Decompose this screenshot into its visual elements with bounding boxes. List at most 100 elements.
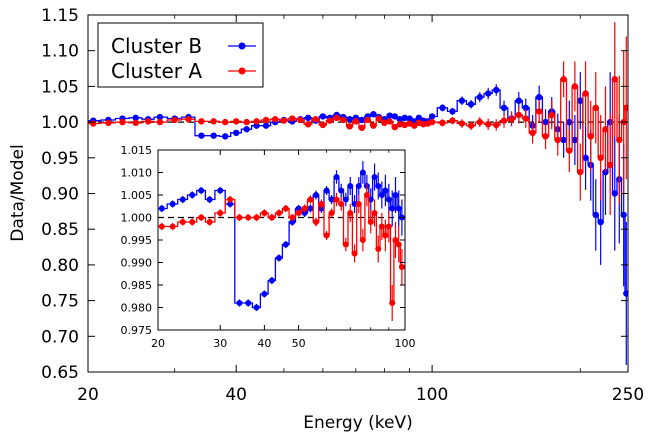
main-ytick-label: 0.80 (41, 256, 79, 276)
main-data-point (582, 154, 589, 161)
inset-data-point (313, 219, 320, 225)
main-data-point (304, 114, 312, 122)
inset-data-point (253, 304, 260, 311)
inset-data-point (227, 196, 234, 203)
inset-data-point (398, 264, 405, 270)
main-data-point (319, 113, 327, 120)
inset-data-point (268, 214, 275, 221)
main-data-point (198, 118, 205, 125)
main-data-point (386, 112, 393, 119)
main-data-point (333, 114, 340, 122)
main-data-point (358, 124, 366, 132)
main-data-point (449, 108, 456, 115)
inset-ytick-label: 0.990 (121, 256, 153, 269)
main-data-point (500, 117, 508, 124)
main-data-point (396, 116, 404, 123)
main-data-point (571, 83, 579, 90)
inset-plot-background (158, 150, 405, 330)
main-data-point (458, 120, 466, 127)
main-data-point (185, 116, 192, 123)
main-data-point (391, 113, 399, 120)
main-ytick-label: 0.95 (41, 149, 79, 169)
main-data-point (262, 122, 270, 129)
inset-data-point (245, 214, 252, 221)
main-data-point (222, 133, 229, 140)
inset-data-point (276, 210, 283, 216)
inset-data-point (375, 183, 382, 189)
main-data-point (566, 118, 573, 126)
main-data-point (243, 126, 250, 133)
main-data-point (340, 116, 347, 124)
main-data-point (560, 136, 567, 144)
main-data-point (620, 211, 627, 219)
inset-data-point (253, 214, 260, 221)
inset-data-point (158, 223, 165, 230)
main-data-point (597, 154, 604, 161)
main-data-point (602, 126, 609, 133)
main-data-point (375, 115, 383, 122)
main-data-point (297, 116, 304, 124)
main-data-point (90, 120, 97, 127)
main-data-point (411, 122, 418, 129)
main-xtick-label: 20 (77, 385, 99, 405)
main-data-point (577, 168, 584, 176)
inset-data-point (236, 300, 243, 306)
inset-data-point (301, 205, 308, 212)
inset-data-point (307, 205, 314, 212)
main-data-point (352, 118, 360, 125)
inset-data-point (342, 196, 349, 203)
main-data-point (386, 118, 393, 125)
main-data-point (616, 136, 623, 144)
inset-ytick-label: 0.985 (121, 279, 153, 292)
inset-data-point (333, 174, 340, 180)
main-data-point (493, 121, 500, 129)
inset-data-point (338, 187, 345, 194)
main-data-point (391, 123, 399, 131)
main-data-point (370, 111, 377, 118)
main-data-point (243, 118, 250, 126)
main-data-point (304, 121, 312, 128)
main-data-point (623, 290, 628, 297)
main-ytick-label: 0.65 (41, 363, 79, 383)
inset-ytick-label: 1.010 (121, 166, 153, 179)
main-data-point (535, 108, 543, 115)
main-data-point (271, 116, 279, 123)
main-data-point (522, 115, 529, 122)
main-data-point (566, 147, 573, 154)
inset-data-point (351, 250, 358, 257)
inset-xtick-label: 100 (395, 337, 416, 350)
main-data-point (210, 118, 217, 125)
inset-data-point (395, 241, 402, 248)
main-data-point (428, 113, 436, 120)
main-data-point (198, 132, 205, 139)
x-axis-title: Energy (keV) (303, 413, 413, 433)
main-data-point (597, 218, 604, 226)
main-data-point (611, 190, 618, 197)
main-data-point (606, 161, 614, 169)
main-data-point (476, 93, 484, 101)
main-ytick-label: 0.85 (41, 220, 79, 240)
inset-data-point (276, 255, 283, 261)
inset-data-point (179, 219, 186, 225)
main-data-point (171, 116, 178, 124)
main-data-point (280, 117, 288, 124)
inset-data-point (198, 214, 205, 221)
inset-data-point (189, 192, 196, 198)
inset-data-point (323, 232, 330, 239)
main-data-point (119, 118, 126, 126)
main-data-point (554, 136, 561, 144)
inset-data-point (227, 201, 234, 207)
inset-data-point (395, 205, 402, 212)
main-data-point (484, 121, 492, 128)
main-data-point (105, 119, 112, 127)
main-data-point (592, 104, 599, 112)
inset-data-point (169, 223, 176, 230)
inset-ytick-label: 1.005 (121, 189, 153, 202)
main-data-point (449, 117, 456, 124)
y-axis-title: Data/Model (8, 144, 28, 241)
inset-data-point (169, 201, 176, 207)
main-data-point (262, 116, 270, 124)
